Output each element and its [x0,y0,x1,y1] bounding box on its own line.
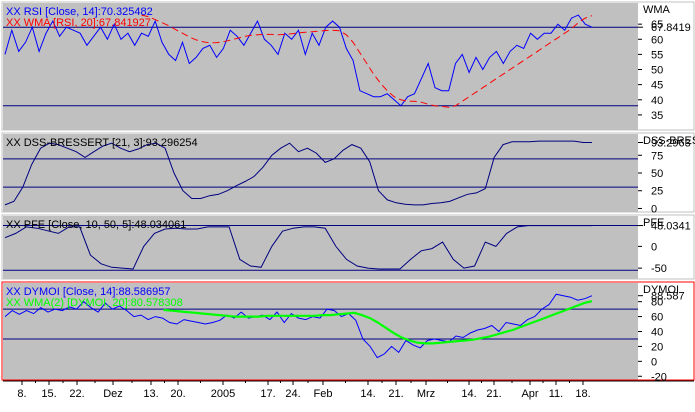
x-tick-label-8: 24. [285,388,300,400]
panel-dymoi-ytick-label-2: 40 [651,327,663,339]
panel-dymoi-ytick-label-1: 60 [651,312,663,324]
panel-dymoi-border [1,281,695,381]
x-tick-label-4: 13. [143,388,158,400]
panel-dymoi-axis-area [638,283,694,380]
panel-pfe-series-0 [4,225,592,270]
panel-dymoi-series-0 [4,293,593,359]
panel-dss-ytick-label-3: 0 [651,203,657,215]
panel-dss-right-title: DSS-BRES [643,135,695,147]
panel-dymoi-series-1 [163,300,593,345]
panel-rsi-ytick-label-1: 60 [651,34,663,46]
panel-rsi-last-value-label: 67.8419 [651,22,691,34]
x-tick-label-13: 14. [461,388,476,400]
x-tick-label-12: Mrz [417,388,435,400]
panel-rsi: 65 60 55 50 45 40 35 WMA 67.8419 XX RSI [Close, 1… [1,1,695,131]
x-tick-label-1: 15. [41,388,56,400]
panel-dss-border [1,132,695,213]
panel-dss-ytick-label-2: 25 [651,186,663,198]
panel-pfe-plot-area [3,216,638,279]
x-tick-label-16: 11. [549,388,563,400]
panel-dss-last-value-label: 93.2963 [651,138,691,150]
panel-rsi-ytick-label-2: 55 [651,49,663,61]
x-tick-label-9: Feb [314,388,333,400]
panel-pfe-legend-0: XX PFE [Close, 10, 50, 5]:48.034061 [6,219,186,231]
panel-dss-plot-area [3,134,638,212]
panel-rsi-ytick-label-3: 50 [651,65,663,77]
panel-dss-axis-area [638,134,694,212]
panel-dymoi-right-title: DYMOI [643,284,679,296]
panel-dymoi-ytick-label-5: -20 [651,371,667,383]
panel-dss-ytick-label-0: 75 [651,150,663,162]
panel-pfe-border [1,214,695,280]
x-tick-label-15: Apr [521,388,538,400]
panel-pfe-right-title: PFE [643,217,664,229]
panel-rsi-series-0 [4,14,593,107]
panel-dymoi-ytick-label-3: 20 [651,341,663,353]
panel-rsi-ytick-label-6: 35 [651,110,663,122]
panel-dymoi-legend-0: XX DYMOI [Close, 14]:88.586957 [6,286,170,298]
panel-rsi-ytick-label-5: 40 [651,95,663,107]
panel-dss-ytick-label-1: 50 [651,168,663,180]
x-tick-label-10: 14. [360,388,375,400]
panel-rsi-legend-1: XX WMA [RSI, 20]:67.841927 [6,17,151,29]
x-tick-label-2: 22. [69,388,84,400]
panel-rsi-series-1 [141,14,593,108]
panel-dymoi-last-value-label: 88.587 [651,291,685,303]
x-axis: 8. 15. 22. Dez 13. 20. 2005 17. 24. Feb 14. 21. Mrz 1… [3,380,694,400]
x-tick-label-3: Dez [103,388,123,400]
panel-dss-legend-0: XX DSS-BRESSERT [21, 3]:93.296254 [6,137,198,149]
panel-rsi-axis-area [638,3,694,130]
panel-rsi-ytick-label-4: 45 [651,80,663,92]
x-tick-label-6: 2005 [211,388,235,400]
panel-dss-series-0 [4,140,592,206]
panel-rsi-ytick-label-0: 65 [651,19,663,31]
panel-dymoi-ytick-label-0: 80 [651,297,663,309]
panel-dymoi-ytick-label-4: 0 [651,356,657,368]
x-tick-label-14: 21. [486,388,501,400]
panel-dymoi-legend-1: XX WMA(2) [DYMOI, 20]:80.578308 [6,297,183,309]
panel-pfe-ytick-label-1: -50 [651,263,667,275]
x-tick-label-5: 20. [170,388,185,400]
panel-pfe-axis-area [638,216,694,279]
x-tick-label-7: 17. [260,388,275,400]
panel-rsi-border [1,1,695,131]
panel-dymoi-plot-area [3,283,638,380]
x-tick-label-0: 8. [17,388,26,400]
panel-rsi-legend-0: XX RSI [Close, 14]:70.325482 [6,6,153,18]
panel-rsi-right-title: WMA [643,4,671,16]
x-tick-label-17: 18. [575,388,590,400]
x-tick-label-11: 21. [388,388,403,400]
panel-rsi-plot-area [3,3,638,130]
panel-pfe-ytick-label-0: 0 [651,241,657,253]
panel-pfe-last-value-label: 48.0341 [651,221,691,233]
